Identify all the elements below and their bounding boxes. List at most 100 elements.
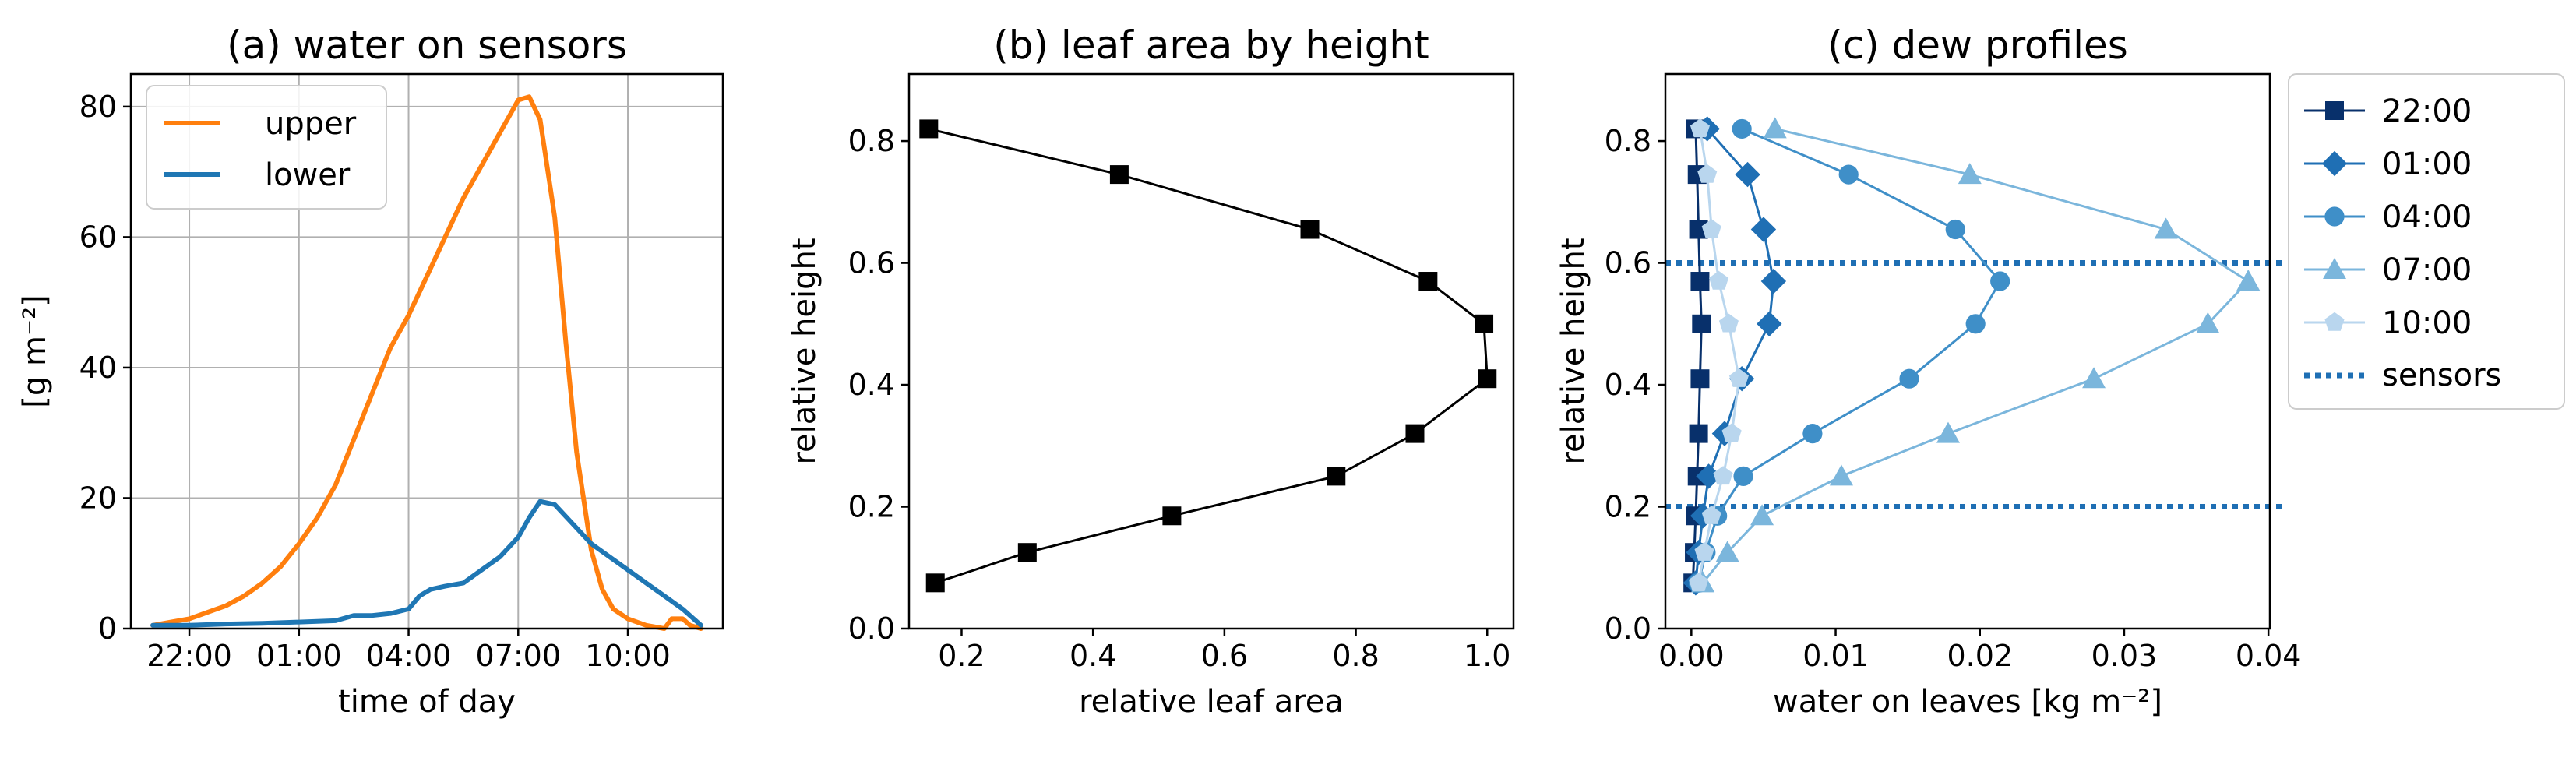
panel-c-x-tick-label: 0.03 — [2091, 639, 2158, 673]
panel-b-x-ticks: 0.2 0.4 0.6 0.8 1.0 — [938, 629, 1510, 673]
panel-b-y-tick-label: 0.4 — [848, 368, 895, 402]
profile-point-1000 — [1713, 466, 1733, 485]
leaf-area-point — [1109, 165, 1129, 185]
panel-a-y-ticks: 0 20 40 60 80 — [79, 90, 131, 646]
profile-point-0400 — [1945, 219, 1965, 240]
leaf-area-point — [1478, 369, 1497, 389]
panel-c-x-ticks: 0.00 0.01 0.02 0.03 0.04 — [1658, 629, 2301, 673]
panel-a-x-ticks: 22:00 01:00 04:00 07:00 10:00 — [146, 629, 671, 673]
profile-point-2200 — [1690, 272, 1710, 291]
profile-point-0700 — [1763, 117, 1787, 139]
panel-a-x-tick-label: 04:00 — [366, 639, 452, 673]
panel-b-x-tick-label: 1.0 — [1464, 639, 1510, 673]
profile-point-0400 — [1732, 118, 1752, 139]
profile-point-0700 — [2196, 312, 2220, 333]
profile-point-0400 — [1733, 466, 1753, 486]
panel-a-y-tick-label: 20 — [79, 481, 117, 515]
profile-point-0400 — [1965, 314, 1986, 334]
panel-a-plot — [150, 94, 703, 631]
leaf-area-point — [1327, 467, 1346, 486]
panel-c: (c) dew profiles 0.00 0.01 0.02 0.03 0.04 0.… — [1556, 23, 2565, 720]
legend-swatch-marker-0700 — [2323, 258, 2346, 279]
panel-c-title: (c) dew profiles — [1827, 23, 2128, 68]
panel-a-x-tick-label: 10:00 — [585, 639, 671, 673]
panel-a-x-tick-label: 22:00 — [146, 639, 232, 673]
profile-point-0700 — [1715, 541, 1739, 562]
panel-b-x-tick-label: 0.6 — [1201, 639, 1248, 673]
profile-point-0700 — [1958, 163, 1982, 185]
leaf-area-point — [1405, 424, 1425, 443]
panel-a-x-tick-label: 01:00 — [256, 639, 342, 673]
legend-label-2200: 22:00 — [2382, 93, 2472, 129]
panel-c-y-ticks: 0.0 0.2 0.4 0.6 0.8 — [1605, 124, 1665, 646]
profile-point-1000 — [1701, 219, 1721, 238]
panel-b-y-tick-label: 0.2 — [848, 490, 895, 524]
leaf-area-point — [1475, 314, 1494, 333]
panel-b-y-tick-label: 0.6 — [848, 246, 895, 280]
leaf-area-point — [1162, 506, 1182, 526]
legend-swatch-marker-0400 — [2324, 206, 2345, 227]
profile-point-1000 — [1728, 368, 1749, 387]
legend-swatch-marker-0100 — [2321, 150, 2348, 177]
profile-point-1000 — [1690, 118, 1710, 138]
panel-a-y-tick-label: 0 — [98, 611, 117, 646]
legend-label-1000: 10:00 — [2382, 305, 2472, 341]
panel-b-x-tick-label: 0.2 — [938, 639, 985, 673]
panel-a-x-label: time of day — [338, 684, 516, 720]
profile-point-0400 — [1838, 164, 1859, 185]
panel-a-x-tick-label: 07:00 — [476, 639, 562, 673]
panel-c-y-tick-label: 0.4 — [1605, 368, 1651, 402]
profile-point-1000 — [1689, 573, 1709, 591]
panel-b-title: (b) leaf area by height — [993, 23, 1429, 68]
profile-point-1000 — [1721, 423, 1742, 442]
panel-a-y-label: [g m⁻²] — [17, 294, 53, 407]
profile-point-0100 — [1760, 268, 1787, 294]
profile-point-0700 — [2082, 367, 2106, 389]
panel-c-plot — [1683, 116, 2261, 596]
panel-a: (a) water on sensors 22:00 01:00 04:00 07:0… — [17, 23, 724, 720]
panel-c-x-label: water on leaves [kg m⁻²] — [1773, 684, 2162, 720]
panel-b-y-tick-label: 0.0 — [848, 611, 895, 646]
leaf-area-point — [1017, 543, 1037, 562]
panel-b-y-ticks: 0.0 0.2 0.4 0.6 0.8 — [848, 124, 909, 646]
legend-label-0100: 01:00 — [2382, 146, 2472, 182]
panel-c-frame — [1664, 72, 2271, 630]
legend-swatch-marker-1000 — [2324, 312, 2345, 331]
profile-point-1000 — [1701, 506, 1721, 524]
panel-a-legend-box — [146, 85, 387, 210]
series-line-upper — [150, 94, 703, 631]
panel-b-x-tick-label: 0.4 — [1070, 639, 1116, 673]
panel-b-y-label: relative height — [787, 238, 823, 464]
profile-point-0700 — [2154, 217, 2178, 239]
profile-point-0700 — [1829, 464, 1853, 486]
panel-a-y-tick-label: 60 — [79, 220, 117, 254]
panel-c-x-tick-label: 0.01 — [1802, 639, 1869, 673]
leaf-area-point — [925, 573, 945, 593]
profile-point-0700 — [2236, 270, 2261, 291]
profile-point-0400 — [1990, 271, 2010, 291]
panel-c-legend: 22:00 01:00 04:00 07:00 10:00 sensors — [2288, 73, 2565, 410]
leaf-area-point — [919, 119, 939, 139]
panel-b-frame — [907, 72, 1515, 630]
legend-label-0400: 04:00 — [2382, 199, 2472, 235]
panel-a-legend: upper lower — [146, 85, 387, 210]
panel-a-frame — [129, 72, 724, 630]
profile-point-0700 — [1750, 504, 1774, 526]
panel-a-title: (a) water on sensors — [227, 23, 627, 68]
panel-c-legend-box — [2288, 73, 2565, 410]
profile-point-0400 — [1899, 368, 1919, 389]
series-line-lower — [150, 499, 703, 628]
legend-swatch-marker-2200 — [2325, 101, 2344, 120]
legend-label-upper: upper — [265, 106, 357, 142]
panel-b-x-tick-label: 0.8 — [1332, 639, 1379, 673]
panel-c-y-tick-label: 0.0 — [1605, 611, 1651, 646]
panel-c-y-label: relative height — [1556, 238, 1591, 464]
profile-point-0100 — [1735, 161, 1760, 188]
profile-point-1000 — [1694, 542, 1714, 561]
legend-label-lower: lower — [265, 157, 351, 193]
profile-point-0100 — [1696, 463, 1721, 489]
panel-c-x-tick-label: 0.04 — [2236, 639, 2302, 673]
profile-point-0100 — [1757, 311, 1782, 336]
panel-b-plot — [919, 119, 1497, 593]
panel-b: (b) leaf area by height 0.2 0.4 0.6 0.8 1.0 … — [787, 23, 1515, 720]
